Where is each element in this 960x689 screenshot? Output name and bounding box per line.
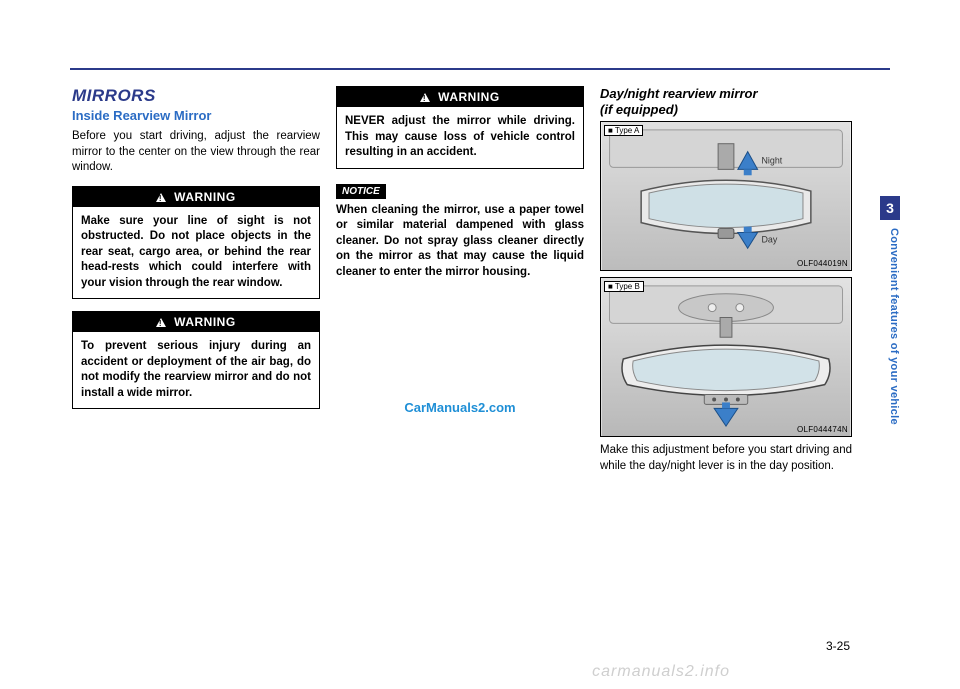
figure-heading-line1: Day/night rearview mirror — [600, 86, 758, 101]
warning-body: To prevent serious injury during an acci… — [73, 332, 319, 408]
figure-heading-line2: (if equipped) — [600, 102, 678, 117]
warning-body: NEVER adjust the mirror while driving. T… — [337, 107, 583, 168]
column-3: Day/night rearview mirror (if equipped) … — [600, 86, 852, 484]
subsection-title: Inside Rearview Mirror — [72, 108, 320, 123]
warning-body: Make sure your line of sight is not obst… — [73, 207, 319, 299]
warning-icon — [156, 193, 166, 202]
carmanuals2-link: CarManuals2.com — [336, 400, 584, 415]
top-rule — [70, 68, 890, 70]
mirror-illustration-b — [601, 278, 851, 436]
warning-header: WARNING — [73, 312, 319, 332]
manual-page: 3 Convenient features of your vehicle MI… — [0, 0, 960, 689]
figure-type-tag: ■ Type A — [604, 125, 643, 136]
content-columns: MIRRORS Inside Rearview Mirror Before yo… — [72, 86, 852, 484]
mirror-illustration-a: Night Day — [601, 122, 851, 270]
figure-code: OLF044019N — [797, 259, 848, 268]
figure-type-b: ■ Type B OLF044474N — [600, 277, 852, 437]
warning-icon — [156, 318, 166, 327]
watermark: carmanuals2.info — [592, 663, 730, 681]
figure-type-tag: ■ Type B — [604, 281, 644, 292]
intro-paragraph: Before you start driving, adjust the rea… — [72, 129, 320, 176]
warning-icon — [420, 93, 430, 102]
figure-type-a: ■ Type A OLF044019N — [600, 121, 852, 271]
section-title: MIRRORS — [72, 86, 320, 106]
column-2: WARNING NEVER adjust the mirror while dr… — [336, 86, 584, 484]
notice-label: NOTICE — [336, 184, 386, 199]
warning-header: WARNING — [73, 187, 319, 207]
warning-label: WARNING — [174, 190, 236, 204]
label-day: Day — [762, 235, 778, 245]
figure-heading: Day/night rearview mirror (if equipped) — [600, 86, 852, 117]
notice-block: NOTICE When cleaning the mirror, use a p… — [336, 181, 584, 281]
figure-code: OLF044474N — [797, 425, 848, 434]
warning-label: WARNING — [174, 315, 236, 329]
page-number: 3-25 — [826, 639, 850, 653]
warning-box-1: WARNING Make sure your line of sight is … — [72, 186, 320, 300]
warning-label: WARNING — [438, 90, 500, 104]
warning-box-2: WARNING To prevent serious injury during… — [72, 311, 320, 409]
chapter-tab: 3 — [880, 196, 900, 220]
chapter-side-label: Convenient features of your vehicle — [880, 228, 900, 425]
notice-body: When cleaning the mirror, use a paper to… — [336, 203, 584, 281]
warning-header: WARNING — [337, 87, 583, 107]
figure-caption: Make this adjustment before you start dr… — [600, 443, 852, 474]
column-1: MIRRORS Inside Rearview Mirror Before yo… — [72, 86, 320, 484]
warning-box-3: WARNING NEVER adjust the mirror while dr… — [336, 86, 584, 169]
label-night: Night — [762, 156, 783, 166]
